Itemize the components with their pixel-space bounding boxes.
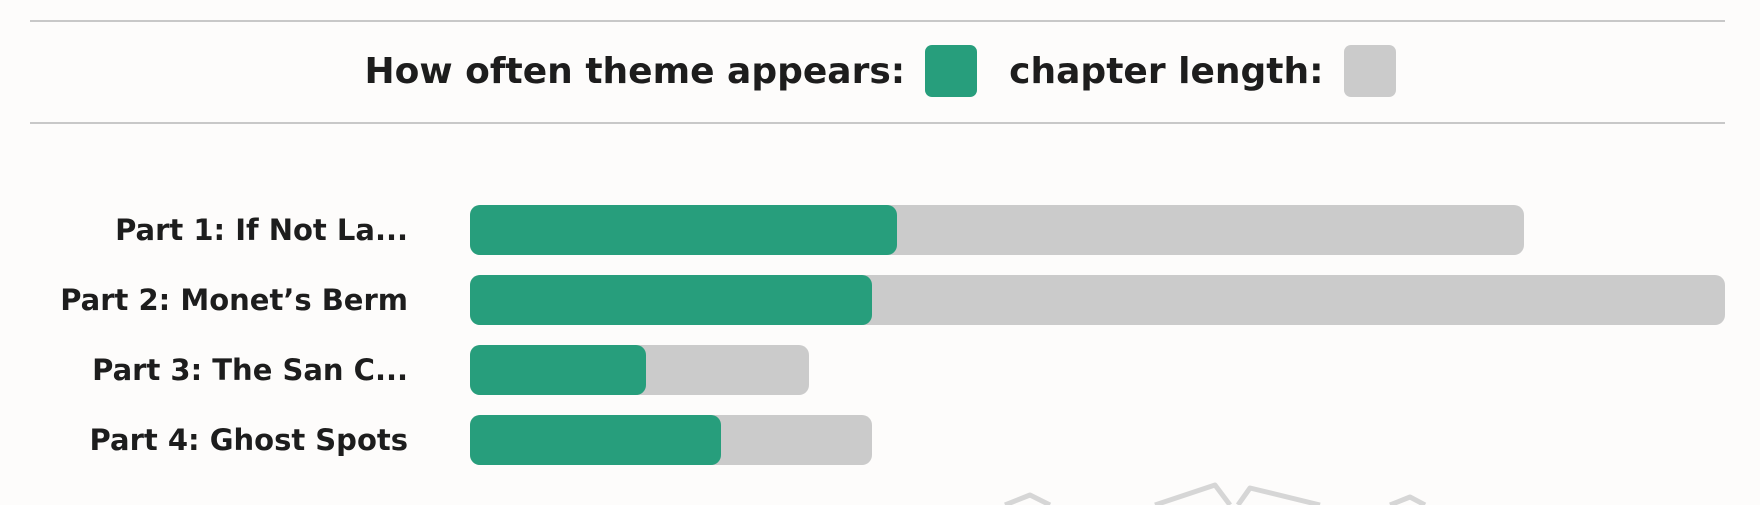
- legend-theme-label: How often theme appears:: [364, 50, 906, 92]
- category-label: Part 3: The San C...: [92, 353, 408, 387]
- legend-theme-swatch: [925, 45, 978, 97]
- theme-frequency-bar: [470, 205, 897, 255]
- category-label: Part 4: Ghost Spots: [89, 423, 408, 457]
- category-label: Part 2: Monet’s Berm: [60, 283, 408, 317]
- bottom-divider: [30, 122, 1725, 124]
- theme-frequency-bar: [470, 345, 646, 395]
- legend-length-swatch: [1343, 45, 1396, 97]
- category-label: Part 1: If Not La...: [115, 213, 408, 247]
- top-divider: [30, 20, 1725, 22]
- theme-frequency-bar: [470, 415, 721, 465]
- chart-legend: How often theme appears: chapter length:: [0, 44, 1760, 98]
- theme-frequency-bar: [470, 275, 872, 325]
- legend-length-label: chapter length:: [1009, 50, 1324, 92]
